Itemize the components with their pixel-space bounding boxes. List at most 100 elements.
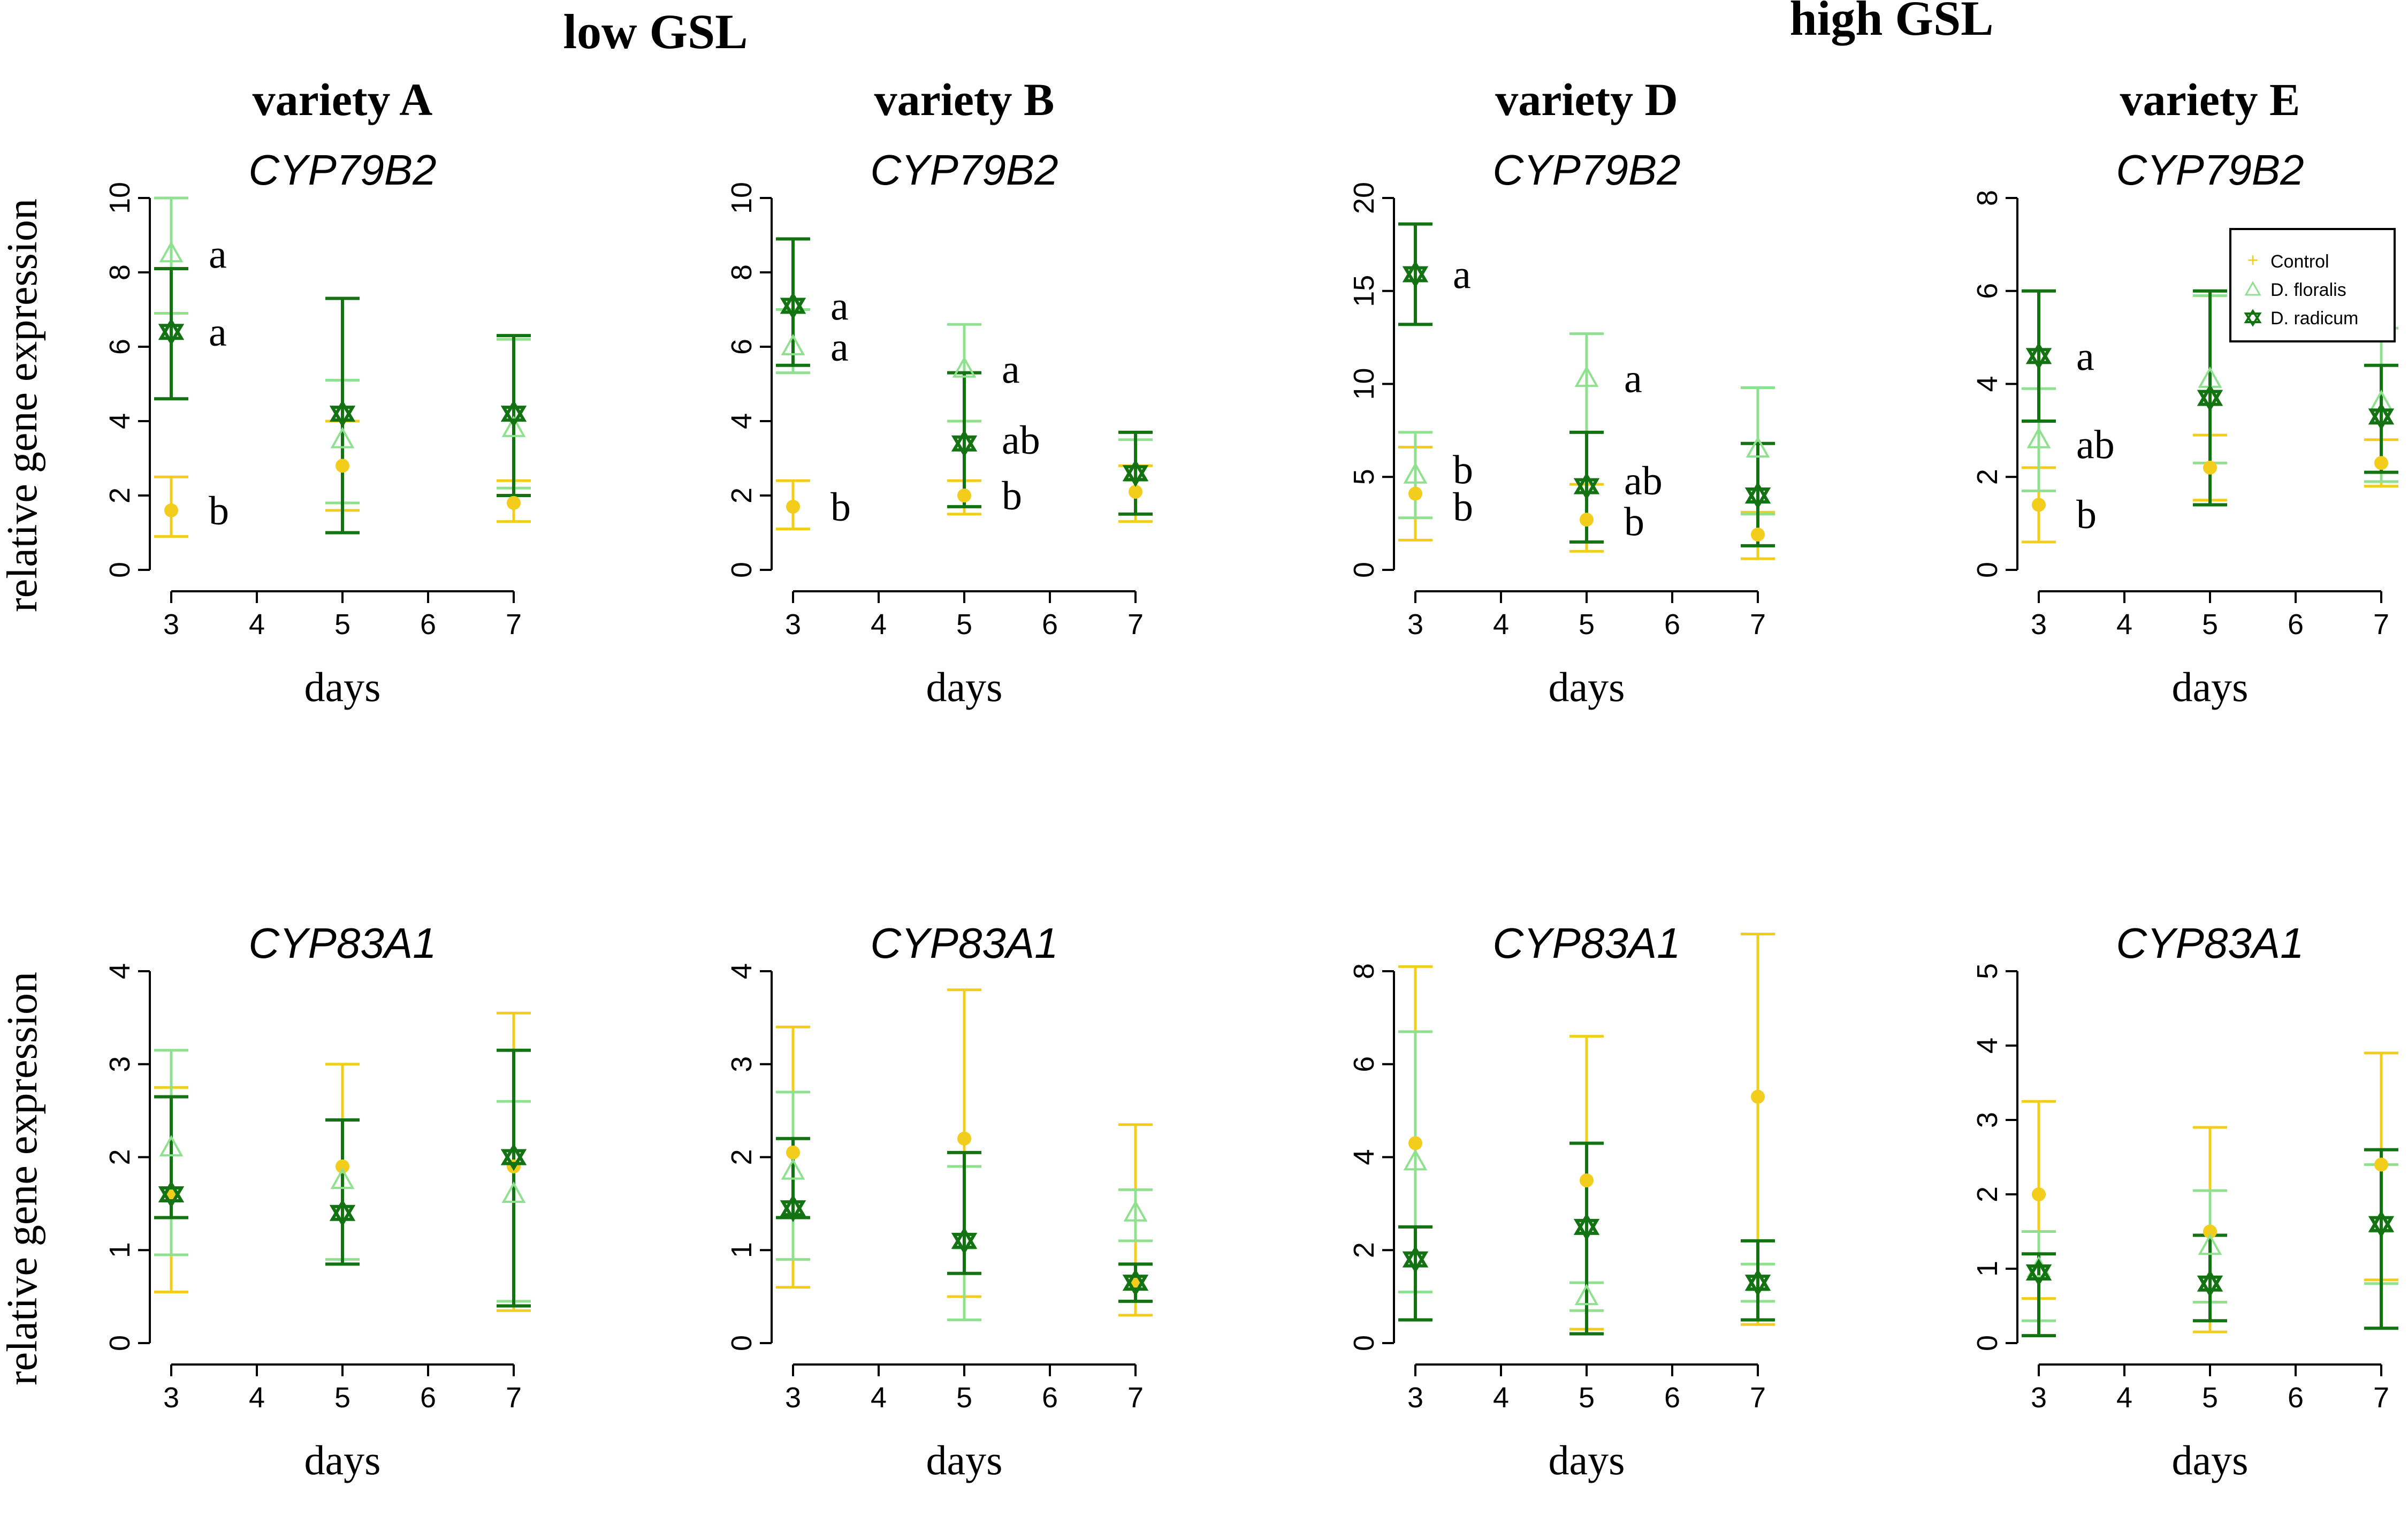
y-tick-label: 6 (726, 339, 758, 355)
data-point-control (336, 459, 349, 473)
significance-letter: ab (1624, 459, 1663, 504)
data-point-d-radicum (1573, 1213, 1600, 1241)
data-point-control (2203, 1224, 2217, 1239)
y-tick-label: 5 (1971, 963, 2003, 979)
data-point-control (1408, 486, 1422, 501)
y-tick-label: 2 (104, 487, 136, 504)
error-bar-d-radicum (2364, 363, 2398, 474)
x-tick-label: 4 (871, 608, 887, 641)
significance-letter: b (1624, 500, 1644, 545)
x-tick-label: 4 (2116, 1382, 2132, 1414)
x-tick-label: 6 (420, 1382, 436, 1414)
y-tick-label: 8 (726, 264, 758, 280)
y-tick-label: 8 (104, 264, 136, 280)
legend-marker (2244, 280, 2261, 296)
error-bar-d-floralis (1398, 431, 1432, 520)
significance-letter: a (2076, 334, 2094, 379)
y-tick-label: 2 (726, 487, 758, 504)
data-point-d-floralis (781, 1158, 805, 1180)
data-point-d-radicum (1122, 1269, 1149, 1297)
data-point-d-radicum (2025, 1259, 2052, 1286)
significance-letter: a (830, 284, 849, 329)
x-tick-label: 7 (506, 608, 522, 641)
legend-item-control: + Control (2247, 249, 2329, 272)
x-tick-label: 6 (1042, 1382, 1058, 1414)
x-tick-label: 7 (1750, 1382, 1766, 1414)
data-point-d-radicum (158, 318, 185, 346)
gene-title: CYP83A1 (1492, 919, 1680, 967)
significance-letter: b (209, 489, 229, 533)
y-tick-label: 6 (1971, 283, 2003, 299)
x-tick-label: 6 (1664, 1382, 1680, 1414)
x-axis-label: days (2172, 1437, 2249, 1483)
variety-title: variety A (253, 74, 433, 125)
data-point-d-floralis (952, 356, 977, 378)
error-bar-d-radicum (776, 237, 810, 367)
significance-letter: b (2076, 492, 2097, 537)
error-bar-d-radicum (497, 334, 531, 497)
data-point-d-floralis (1746, 436, 1770, 458)
x-tick-label: 3 (163, 608, 179, 641)
y-tick-label: 10 (726, 182, 758, 214)
error-bar-d-floralis (1118, 1188, 1153, 1242)
variety-title: variety E (2120, 74, 2300, 125)
gene-title: CYP83A1 (248, 919, 436, 967)
y-tick-label: 8 (1348, 963, 1380, 979)
y-tick-label: 4 (104, 413, 136, 429)
legend: + Control D. floralis D. radicum (2229, 228, 2396, 342)
data-point-d-radicum (780, 1194, 806, 1222)
x-tick-label: 6 (2288, 1382, 2304, 1414)
gene-title: CYP79B2 (248, 146, 436, 194)
data-point-d-radicum (951, 429, 978, 458)
legend-label: Control (2270, 251, 2329, 272)
data-point-d-floralis (1403, 1149, 1428, 1171)
data-point-d-floralis (330, 1167, 355, 1189)
data-point-d-floralis (501, 1181, 526, 1203)
data-point-d-radicum (1402, 260, 1429, 288)
data-point-control (957, 1131, 971, 1146)
data-point-d-radicum (1402, 1245, 1429, 1274)
data-point-d-radicum (1122, 459, 1149, 487)
x-axis-label: days (1549, 664, 1625, 710)
significance-letter: a (1624, 356, 1642, 401)
y-tick-label: 4 (1348, 1149, 1380, 1165)
data-point-d-floralis (330, 426, 355, 448)
x-axis-label: days (304, 1437, 381, 1483)
significance-letter: a (1002, 347, 1020, 392)
data-point-control (1751, 527, 1765, 542)
error-bar-d-floralis (1569, 332, 1604, 434)
data-point-control (786, 1145, 800, 1160)
x-tick-label: 5 (956, 1382, 972, 1414)
y-tick-label: 2 (726, 1149, 758, 1165)
x-axis-label: days (304, 664, 381, 710)
data-point-d-radicum (500, 1143, 527, 1171)
data-point-d-radicum (2197, 384, 2223, 412)
significance-letter: a (830, 325, 849, 370)
significance-letter: a (209, 310, 227, 355)
x-tick-label: 4 (871, 1382, 887, 1414)
error-bar-d-radicum (154, 267, 188, 401)
data-point-d-radicum (329, 1199, 356, 1227)
data-point-control (2374, 456, 2388, 470)
y-tick-label: 3 (726, 1056, 758, 1072)
group-title-low-gsl: low GSL (563, 4, 748, 59)
y-tick-label: 1 (1971, 1261, 2003, 1277)
y-tick-label: 0 (1348, 562, 1380, 578)
x-tick-label: 4 (249, 608, 265, 641)
y-tick-label: 4 (726, 413, 758, 429)
data-point-d-radicum (500, 400, 527, 428)
significance-letter: ab (1002, 418, 1040, 463)
panel-variety-a-cyp79b2: variety A CYP79B2 0 2 4 6 8 10 3 4 5 6 7 days relative… (0, 74, 531, 710)
x-tick-label: 3 (163, 1382, 179, 1414)
data-point-control (1580, 513, 1594, 527)
y-tick-label: 1 (726, 1242, 758, 1258)
y-tick-label: 0 (726, 562, 758, 578)
variety-title: variety B (874, 74, 1055, 125)
data-point-control (1751, 1089, 1765, 1104)
gene-title: CYP79B2 (870, 146, 1058, 194)
data-point-d-radicum (1744, 482, 1771, 509)
data-point-control (336, 1159, 349, 1173)
legend-marker (2244, 309, 2262, 327)
